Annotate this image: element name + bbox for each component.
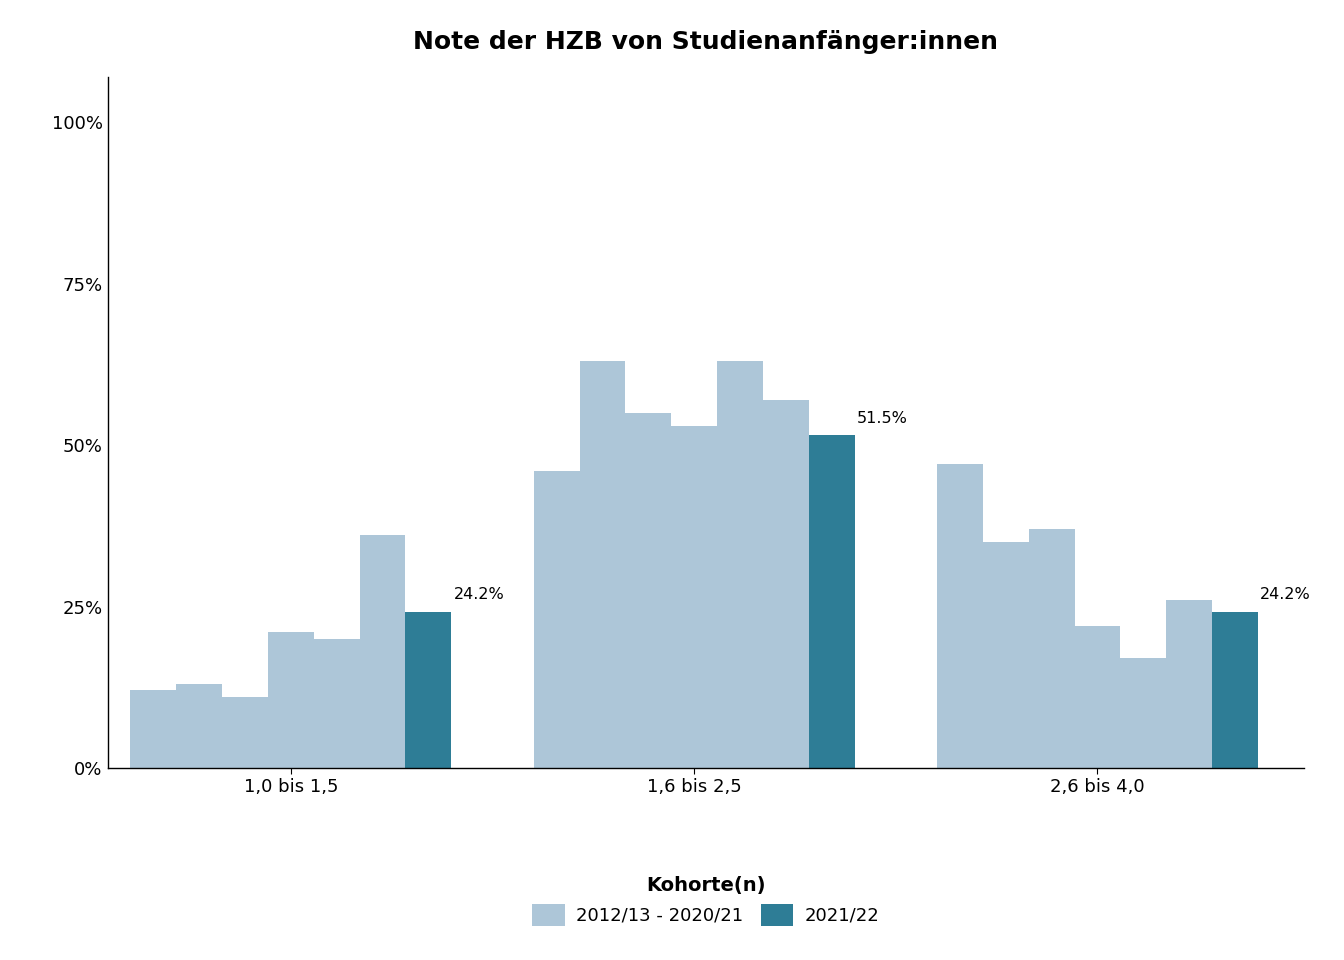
Bar [130, 690, 176, 768]
Text: 24.2%: 24.2% [1261, 587, 1310, 602]
Bar [937, 465, 982, 768]
Bar [406, 612, 452, 768]
Bar [1028, 529, 1075, 768]
Text: 51.5%: 51.5% [857, 411, 907, 425]
Text: 24.2%: 24.2% [453, 587, 504, 602]
Bar [718, 361, 763, 768]
Bar [534, 470, 579, 768]
Legend: 2012/13 - 2020/21, 2021/22: 2012/13 - 2020/21, 2021/22 [523, 867, 888, 935]
Bar [809, 435, 855, 768]
Bar [1212, 612, 1258, 768]
Bar [1167, 600, 1212, 768]
Bar [1075, 626, 1121, 768]
Bar [360, 536, 406, 768]
Bar [671, 425, 718, 768]
Bar [313, 638, 360, 768]
Bar [1121, 659, 1167, 768]
Bar [222, 697, 267, 768]
Bar [176, 684, 222, 768]
Bar [763, 399, 809, 768]
Bar [625, 413, 671, 768]
Bar [982, 541, 1028, 768]
Bar [579, 361, 625, 768]
Bar [267, 633, 313, 768]
Title: Note der HZB von Studienanfänger:innen: Note der HZB von Studienanfänger:innen [413, 30, 999, 54]
